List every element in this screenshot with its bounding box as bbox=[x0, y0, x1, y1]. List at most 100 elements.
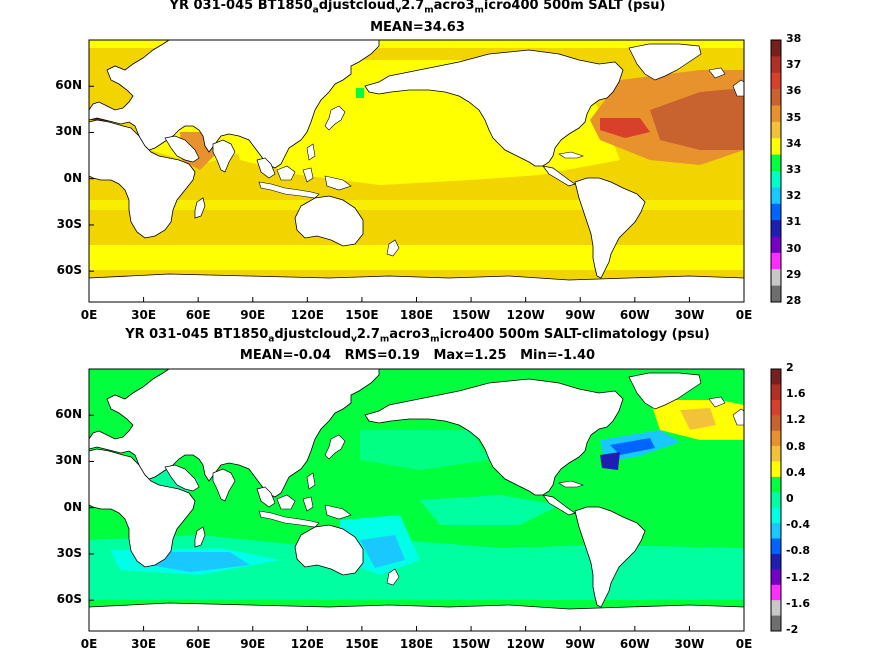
colorbar-swatch bbox=[771, 600, 781, 617]
bottom-title-part: djustcloud bbox=[274, 327, 351, 342]
colorbar-label: 32 bbox=[786, 189, 802, 203]
colorbar-swatch bbox=[771, 569, 781, 586]
bottom-title-part: a bbox=[268, 334, 275, 345]
colorbar-swatch bbox=[771, 446, 781, 462]
x-tick-label: 30W bbox=[674, 637, 705, 651]
colorbar-swatch bbox=[771, 507, 781, 524]
x-tick-label: 60E bbox=[185, 308, 211, 322]
colorbar-swatch bbox=[771, 553, 781, 570]
y-tick-label: 30S bbox=[56, 545, 82, 560]
x-tick-label: 150W bbox=[451, 308, 491, 322]
x-tick-label: 120E bbox=[290, 308, 324, 322]
colorbar-swatch bbox=[771, 40, 781, 57]
x-tick-label: 90E bbox=[240, 637, 266, 651]
bottom-colorbar bbox=[770, 368, 782, 632]
colorbar-swatch bbox=[771, 369, 781, 385]
y-tick-label: 30S bbox=[56, 216, 82, 231]
colorbar-swatch bbox=[771, 252, 781, 270]
top-title-part: m bbox=[474, 5, 484, 16]
colorbar-label: 2 bbox=[786, 361, 794, 374]
x-tick-label: 120W bbox=[506, 308, 545, 322]
top-title-part: djustcloud bbox=[318, 0, 396, 13]
colorbar-label: -2 bbox=[786, 623, 799, 636]
y-tick-label: 0N bbox=[63, 499, 82, 514]
top-title-part: m bbox=[424, 5, 434, 16]
colorbar-label: 30 bbox=[786, 241, 802, 255]
colorbar-label: 31 bbox=[786, 215, 802, 229]
top-title-part: icro400 500m SALT (psu) bbox=[483, 0, 666, 13]
bottom-stats: MEAN=-0.04 RMS=0.19 Max=1.25 Min=-1.40 bbox=[239, 348, 596, 363]
y-tick-label: 60S bbox=[56, 263, 82, 278]
y-tick-label: 60S bbox=[56, 592, 82, 607]
colorbar-label: 0.8 bbox=[786, 439, 806, 453]
x-tick-label: 60W bbox=[619, 308, 650, 322]
colorbar-swatch bbox=[771, 138, 781, 156]
bottom-title-part: icro400 500m SALT-climatology (psu) bbox=[439, 327, 710, 342]
axis-ticks bbox=[88, 85, 745, 631]
x-tick-label: 30E bbox=[131, 637, 157, 651]
colorbar-swatch bbox=[771, 203, 781, 221]
top-title: YR 031-045 BT1850adjustcloudv2.7macro3mi… bbox=[0, 0, 835, 16]
colorbar-label: 28 bbox=[786, 294, 802, 307]
top-colorbar bbox=[770, 39, 782, 303]
y-tick-label: 0N bbox=[63, 170, 82, 185]
colorbar-label: -0.8 bbox=[786, 544, 811, 558]
x-tick-label: 120E bbox=[290, 637, 324, 651]
bottom-title-part: YR 031-045 BT1850 bbox=[125, 327, 269, 342]
colorbar-swatch bbox=[771, 399, 781, 416]
x-tick-label: 0E bbox=[80, 637, 98, 651]
colorbar-swatch bbox=[771, 269, 781, 287]
colorbar-swatch bbox=[771, 523, 781, 540]
colorbar-swatch bbox=[771, 72, 781, 90]
x-tick-label: 150W bbox=[451, 637, 491, 651]
colorbar-swatch bbox=[771, 615, 781, 632]
x-tick-label: 90W bbox=[565, 308, 596, 322]
bottom-title-part: m bbox=[379, 334, 390, 345]
bottom-title-part: v bbox=[351, 334, 357, 345]
y-tick-label: 60N bbox=[55, 78, 82, 93]
bottom-title: YR 031-045 BT1850adjustcloudv2.7macro3mi… bbox=[0, 327, 835, 345]
x-tick-label: 60E bbox=[185, 637, 211, 651]
colorbar-swatch bbox=[771, 187, 781, 205]
colorbar-border bbox=[770, 368, 782, 632]
colorbar-label: -1.6 bbox=[786, 596, 811, 610]
colorbar-swatch bbox=[771, 476, 781, 493]
colorbar-label: 35 bbox=[786, 110, 802, 124]
x-tick-label: 30E bbox=[131, 308, 157, 322]
top-title-part: 2.7 bbox=[401, 0, 425, 13]
colorbar-swatch bbox=[771, 89, 781, 106]
colorbar-swatch bbox=[771, 105, 781, 123]
colorbar-label: 38 bbox=[786, 32, 802, 45]
colorbar-swatch bbox=[771, 384, 781, 401]
top-stats: MEAN=34.63 bbox=[370, 20, 465, 35]
colorbar-swatch bbox=[771, 56, 781, 74]
colorbar-label: 37 bbox=[786, 58, 802, 72]
colorbar-label: 0.4 bbox=[786, 465, 806, 479]
colorbar-label: 1.2 bbox=[786, 413, 806, 427]
colorbar-label: 1.6 bbox=[786, 387, 806, 401]
top-map bbox=[88, 39, 745, 303]
colorbar-swatch bbox=[771, 538, 781, 555]
bottom-map bbox=[88, 368, 745, 632]
colorbar-label: 34 bbox=[786, 136, 802, 150]
x-tick-label: 0E bbox=[735, 637, 753, 651]
bottom-title-part: 2.7 bbox=[356, 327, 380, 342]
colorbar-label: -1.2 bbox=[786, 570, 811, 584]
x-tick-label: 150E bbox=[345, 637, 379, 651]
colorbar-label: 33 bbox=[786, 163, 802, 176]
colorbar-label: 29 bbox=[786, 267, 802, 281]
bottom-title-part: m bbox=[430, 334, 440, 345]
top-title-part: acro3 bbox=[433, 0, 475, 13]
x-tick-label: 90W bbox=[565, 637, 596, 651]
colorbar-swatch bbox=[771, 154, 781, 172]
top-title-part: v bbox=[395, 5, 402, 16]
x-tick-label: 0E bbox=[735, 308, 753, 322]
colorbar-swatch bbox=[771, 121, 781, 139]
colorbar-swatch bbox=[771, 492, 781, 509]
x-tick-label: 180E bbox=[399, 308, 434, 322]
x-tick-label: 0E bbox=[80, 308, 98, 322]
colorbar-swatch bbox=[771, 584, 781, 601]
colorbar-swatch bbox=[771, 220, 781, 237]
colorbar-swatch bbox=[771, 285, 781, 303]
